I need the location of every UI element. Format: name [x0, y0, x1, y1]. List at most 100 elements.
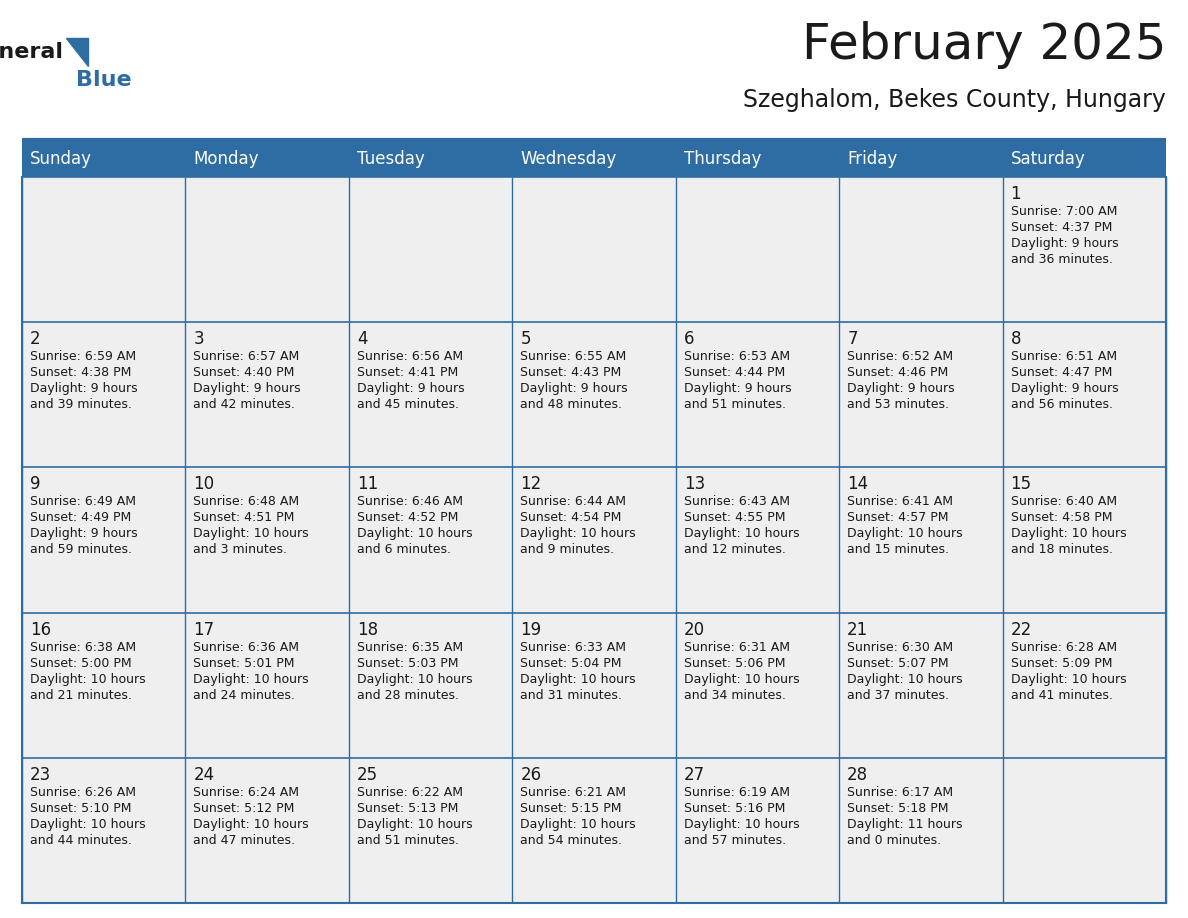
Text: Daylight: 10 hours: Daylight: 10 hours [847, 673, 962, 686]
Text: Sunrise: 6:51 AM: Sunrise: 6:51 AM [1011, 350, 1117, 364]
Text: Daylight: 10 hours: Daylight: 10 hours [194, 673, 309, 686]
Text: and 12 minutes.: and 12 minutes. [684, 543, 785, 556]
Text: Daylight: 9 hours: Daylight: 9 hours [847, 382, 955, 396]
Bar [185, 757, 349, 903]
Text: 16: 16 [30, 621, 51, 639]
Text: Sunset: 5:09 PM: Sunset: 5:09 PM [1011, 656, 1112, 669]
Bar [676, 612, 839, 757]
Text: Sunset: 5:16 PM: Sunset: 5:16 PM [684, 801, 785, 815]
Bar [512, 467, 676, 612]
Bar [23, 612, 185, 757]
Text: Blue: Blue [76, 70, 132, 90]
Text: 27: 27 [684, 766, 704, 784]
Text: Daylight: 10 hours: Daylight: 10 hours [194, 818, 309, 831]
Text: Daylight: 10 hours: Daylight: 10 hours [30, 818, 146, 831]
Text: 6: 6 [684, 330, 694, 348]
Text: Sunday: Sunday [30, 151, 91, 169]
Text: Sunset: 4:40 PM: Sunset: 4:40 PM [194, 366, 295, 379]
Text: and 18 minutes.: and 18 minutes. [1011, 543, 1113, 556]
Bar [676, 177, 839, 322]
Text: and 6 minutes.: and 6 minutes. [356, 543, 451, 556]
Bar [676, 757, 839, 903]
Text: and 15 minutes.: and 15 minutes. [847, 543, 949, 556]
Text: Daylight: 10 hours: Daylight: 10 hours [1011, 528, 1126, 541]
Text: and 41 minutes.: and 41 minutes. [1011, 688, 1112, 701]
Text: Wednesday: Wednesday [520, 151, 617, 169]
Text: Daylight: 10 hours: Daylight: 10 hours [684, 528, 800, 541]
Text: 17: 17 [194, 621, 215, 639]
Text: Friday: Friday [847, 151, 897, 169]
Text: Sunset: 5:10 PM: Sunset: 5:10 PM [30, 801, 132, 815]
Text: Sunset: 4:49 PM: Sunset: 4:49 PM [30, 511, 131, 524]
Text: Sunrise: 6:46 AM: Sunrise: 6:46 AM [356, 496, 463, 509]
Text: and 42 minutes.: and 42 minutes. [194, 398, 296, 411]
Text: Sunset: 5:18 PM: Sunset: 5:18 PM [847, 801, 949, 815]
Text: Sunset: 5:12 PM: Sunset: 5:12 PM [194, 801, 295, 815]
Text: Sunrise: 6:44 AM: Sunrise: 6:44 AM [520, 496, 626, 509]
Text: and 54 minutes.: and 54 minutes. [520, 834, 623, 846]
Bar [1003, 757, 1165, 903]
Text: 22: 22 [1011, 621, 1032, 639]
Text: Daylight: 9 hours: Daylight: 9 hours [194, 382, 301, 396]
Text: 24: 24 [194, 766, 215, 784]
Text: Sunrise: 6:21 AM: Sunrise: 6:21 AM [520, 786, 626, 799]
Text: and 34 minutes.: and 34 minutes. [684, 688, 785, 701]
Text: Sunrise: 6:17 AM: Sunrise: 6:17 AM [847, 786, 953, 799]
Text: and 37 minutes.: and 37 minutes. [847, 688, 949, 701]
Text: 1: 1 [1011, 185, 1022, 203]
Text: 5: 5 [520, 330, 531, 348]
Bar [185, 177, 349, 322]
Text: Sunrise: 6:59 AM: Sunrise: 6:59 AM [30, 350, 137, 364]
Bar [349, 177, 512, 322]
Text: 9: 9 [30, 476, 40, 493]
Bar [23, 142, 1165, 177]
Text: and 24 minutes.: and 24 minutes. [194, 688, 296, 701]
Text: 18: 18 [356, 621, 378, 639]
Text: Sunrise: 6:55 AM: Sunrise: 6:55 AM [520, 350, 626, 364]
Text: Sunset: 5:00 PM: Sunset: 5:00 PM [30, 656, 132, 669]
Text: Daylight: 10 hours: Daylight: 10 hours [30, 673, 146, 686]
Text: 28: 28 [847, 766, 868, 784]
Text: February 2025: February 2025 [802, 21, 1165, 69]
Text: Daylight: 10 hours: Daylight: 10 hours [356, 673, 473, 686]
Text: Sunset: 5:15 PM: Sunset: 5:15 PM [520, 801, 621, 815]
Text: and 0 minutes.: and 0 minutes. [847, 834, 941, 846]
Text: and 31 minutes.: and 31 minutes. [520, 688, 623, 701]
Text: 13: 13 [684, 476, 704, 493]
Bar [839, 322, 1003, 467]
Text: and 57 minutes.: and 57 minutes. [684, 834, 785, 846]
Text: 7: 7 [847, 330, 858, 348]
Text: Sunset: 4:55 PM: Sunset: 4:55 PM [684, 511, 785, 524]
Text: and 36 minutes.: and 36 minutes. [1011, 253, 1112, 266]
Bar [349, 612, 512, 757]
Bar [23, 467, 185, 612]
Text: Daylight: 10 hours: Daylight: 10 hours [847, 528, 962, 541]
Bar [839, 612, 1003, 757]
Text: and 51 minutes.: and 51 minutes. [684, 398, 785, 411]
Text: Sunrise: 6:36 AM: Sunrise: 6:36 AM [194, 641, 299, 654]
Bar [839, 757, 1003, 903]
Text: Daylight: 11 hours: Daylight: 11 hours [847, 818, 962, 831]
Text: Daylight: 10 hours: Daylight: 10 hours [356, 528, 473, 541]
Text: Sunrise: 6:57 AM: Sunrise: 6:57 AM [194, 350, 299, 364]
Text: and 47 minutes.: and 47 minutes. [194, 834, 296, 846]
Text: Tuesday: Tuesday [356, 151, 424, 169]
Text: 8: 8 [1011, 330, 1020, 348]
Text: and 45 minutes.: and 45 minutes. [356, 398, 459, 411]
Text: Sunset: 4:46 PM: Sunset: 4:46 PM [847, 366, 948, 379]
Text: Daylight: 10 hours: Daylight: 10 hours [684, 818, 800, 831]
Text: 11: 11 [356, 476, 378, 493]
Text: Daylight: 10 hours: Daylight: 10 hours [520, 673, 636, 686]
Text: Daylight: 9 hours: Daylight: 9 hours [1011, 237, 1118, 250]
Text: Sunset: 5:06 PM: Sunset: 5:06 PM [684, 656, 785, 669]
Text: and 9 minutes.: and 9 minutes. [520, 543, 614, 556]
Text: Daylight: 10 hours: Daylight: 10 hours [194, 528, 309, 541]
Text: Sunrise: 7:00 AM: Sunrise: 7:00 AM [1011, 205, 1117, 218]
Text: and 44 minutes.: and 44 minutes. [30, 834, 132, 846]
Text: Sunrise: 6:35 AM: Sunrise: 6:35 AM [356, 641, 463, 654]
Bar [23, 177, 185, 322]
Text: 10: 10 [194, 476, 215, 493]
Text: and 56 minutes.: and 56 minutes. [1011, 398, 1113, 411]
Text: Sunset: 5:04 PM: Sunset: 5:04 PM [520, 656, 621, 669]
Text: and 39 minutes.: and 39 minutes. [30, 398, 132, 411]
